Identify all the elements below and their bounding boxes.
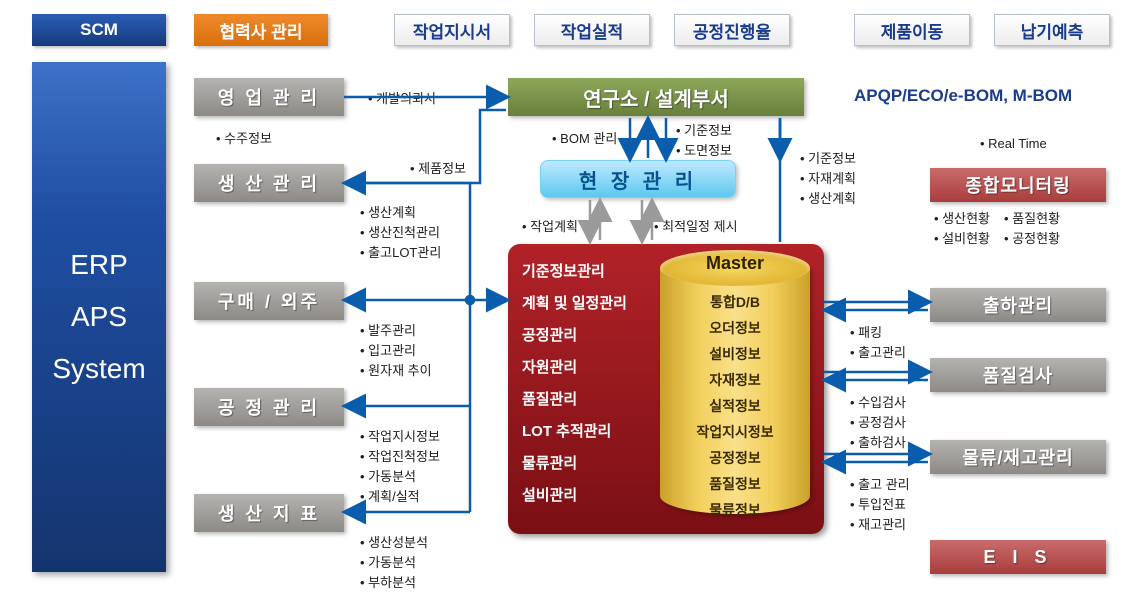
core-item: 품질관리 — [522, 388, 627, 409]
box-prod-kpi: 생 산 지 표 — [194, 494, 344, 532]
tab-work-result: 작업실적 — [534, 14, 650, 46]
erp-line-2: APS — [71, 301, 127, 333]
box-quality: 품질검사 — [930, 358, 1106, 392]
core-item: 계획 및 일정관리 — [522, 292, 627, 313]
box-rnd-dept: 연구소 / 설계부서 — [508, 78, 804, 116]
list-kpi: 생산성분석 가동분석 부하분석 — [360, 532, 428, 591]
core-item: 자원관리 — [522, 356, 627, 377]
label-bom: • BOM 관리 — [552, 128, 617, 147]
box-site-mgmt: 현 장 관 리 — [540, 160, 736, 198]
master-item: 통합D/B — [710, 292, 760, 312]
list-prod-plan: 생산계획 생산진척관리 출고LOT관리 — [360, 202, 441, 261]
master-item: 오더정보 — [709, 318, 761, 338]
list-std-draw: 기준정보 도면정보 — [676, 120, 732, 159]
label-dev-req: • 개발의뢰서 — [368, 88, 436, 107]
tab-partner: 협력사 관리 — [194, 14, 328, 46]
erp-aps-system-panel: ERP APS System — [32, 62, 166, 572]
master-item: 설비정보 — [709, 344, 761, 364]
core-item: 설비관리 — [522, 484, 627, 505]
label-work-plan: • 작업계획 — [522, 216, 578, 235]
box-warehouse: 물류/재고관리 — [930, 440, 1106, 474]
box-process-mgmt: 공 정 관 리 — [194, 388, 344, 426]
master-item: 공정정보 — [709, 448, 761, 468]
tab-scm: SCM — [32, 14, 166, 46]
box-eis: E I S — [930, 540, 1106, 574]
tab-product-move: 제품이동 — [854, 14, 970, 46]
box-monitoring: 종합모니터링 — [930, 168, 1106, 202]
tab-delivery-forecast: 납기예측 — [994, 14, 1110, 46]
box-sales-mgmt: 영 업 관 리 — [194, 78, 344, 116]
master-item: 실적정보 — [709, 396, 761, 416]
list-po: 발주관리 입고관리 원자재 추이 — [360, 320, 432, 379]
master-db-cylinder: Master 통합D/B 오더정보 설비정보 자재정보 실적정보 작업지시정보 … — [660, 250, 810, 514]
master-title: Master — [660, 253, 810, 274]
core-item: 공정관리 — [522, 324, 627, 345]
tab-process-rate: 공정진행율 — [674, 14, 790, 46]
master-item: 작업지시정보 — [696, 422, 773, 442]
box-shipping: 출하관리 — [930, 288, 1106, 322]
apqp-label: APQP/ECO/e-BOM, M-BOM — [854, 86, 1072, 106]
list-qc: 수입검사 공정검사 출하검사 — [850, 392, 906, 451]
box-prod-mgmt: 생 산 관 리 — [194, 164, 344, 202]
tab-work-order: 작업지시서 — [394, 14, 510, 46]
erp-line-3: System — [52, 353, 145, 385]
core-item: LOT 추적관리 — [522, 420, 627, 441]
master-item: 자재정보 — [709, 370, 761, 390]
erp-line-1: ERP — [70, 249, 128, 281]
list-proc: 작업지시정보 작업진척정보 가동분석 계획/실적 — [360, 426, 440, 505]
label-realtime: • Real Time — [980, 136, 1047, 151]
master-item: 품질정보 — [709, 474, 761, 494]
list-site-right: 기준정보 자재계획 생산계획 — [800, 148, 856, 207]
label-order-info: • 수주정보 — [216, 128, 272, 147]
label-prod-info: • 제품정보 — [410, 158, 466, 177]
core-module-list: 기준정보관리 계획 및 일정관리 공정관리 자원관리 품질관리 LOT 추적관리… — [522, 260, 627, 505]
box-purchase: 구매 / 외주 — [194, 282, 344, 320]
master-item: 물류정보 — [709, 500, 761, 520]
list-wh: 출고 관리 투입전표 재고관리 — [850, 474, 910, 533]
cylinder-body: 통합D/B 오더정보 설비정보 자재정보 실적정보 작업지시정보 공정정보 품질… — [660, 268, 810, 514]
list-ship: 패킹 출고관리 — [850, 322, 906, 361]
grid-monitor: • 생산현황 • 품질현황 • 설비현황 • 공정현황 — [934, 208, 1060, 247]
label-opt-sched: • 최적일정 제시 — [654, 216, 738, 235]
core-item: 기준정보관리 — [522, 260, 627, 281]
core-item: 물류관리 — [522, 452, 627, 473]
